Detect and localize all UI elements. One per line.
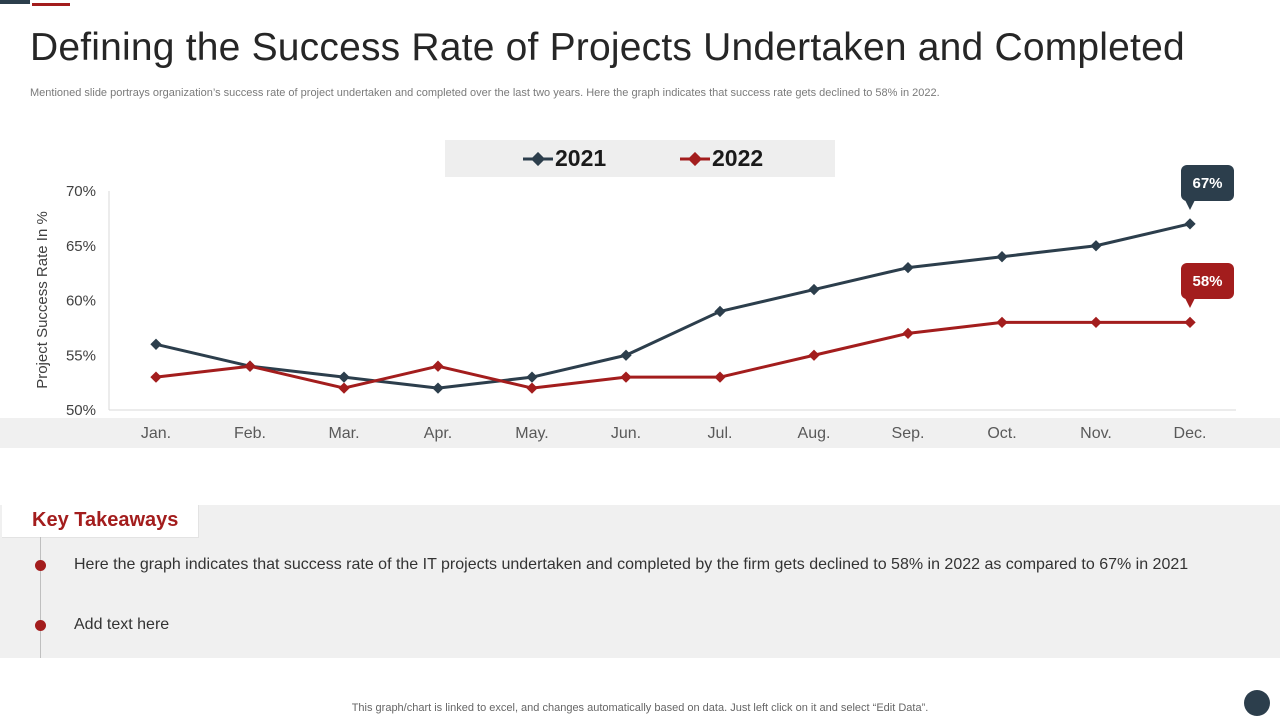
x-tick-label: Dec. <box>1174 425 1207 442</box>
x-tick-label: Jan. <box>141 425 171 442</box>
data-point-2022 <box>1184 316 1196 329</box>
chart-legend: 2021 2022 <box>445 140 835 177</box>
data-point-2021 <box>1184 218 1196 230</box>
data-point-2021 <box>620 349 632 361</box>
x-axis-band <box>0 418 1280 448</box>
legend-item-2022: 2022 <box>680 140 763 177</box>
legend-item-2021: 2021 <box>523 140 606 177</box>
page-subtitle: Mentioned slide portrays organization’s … <box>30 87 940 99</box>
data-point-2022 <box>1090 316 1102 329</box>
takeaways-timeline-line <box>40 537 41 658</box>
x-tick-label: Nov. <box>1080 425 1112 442</box>
data-point-2022 <box>150 371 162 383</box>
legend-marker-2022-icon <box>680 151 710 166</box>
x-tick-label: Mar. <box>328 425 359 442</box>
line-chart: 50% 55% 60% 65% 70% Project Success Rate In %… <box>34 183 1236 442</box>
x-tick-label: Apr. <box>424 425 452 442</box>
data-point-2022 <box>996 316 1008 329</box>
data-point-2022 <box>338 382 350 394</box>
data-point-2021 <box>808 283 820 296</box>
takeaways-title-box: Key Takeaways <box>2 505 199 538</box>
data-point-2022 <box>526 382 538 394</box>
corner-circle-icon <box>1244 690 1270 716</box>
x-tick-label: Sep. <box>892 425 925 442</box>
takeaway-bullet-icon <box>35 620 46 631</box>
data-point-2021 <box>432 382 444 394</box>
footer-note: This graph/chart is linked to excel, and… <box>351 702 929 714</box>
y-tick-label: 60% <box>66 293 96 310</box>
data-point-2021 <box>1090 240 1102 252</box>
data-point-2021 <box>526 371 538 383</box>
data-point-2022 <box>620 371 632 383</box>
takeaway-item-2: Add text here <box>74 616 170 633</box>
takeaways-title: Key Takeaways <box>32 509 179 531</box>
series-line-2021 <box>155 222 1191 390</box>
data-point-2021 <box>996 251 1008 263</box>
x-tick-label: Jul. <box>708 425 733 442</box>
data-point-2022 <box>432 360 444 372</box>
y-tick-label: 50% <box>66 402 96 419</box>
data-point-2022 <box>808 349 820 361</box>
top-accent-bar-dark <box>0 0 30 4</box>
y-tick-label: 55% <box>66 347 96 364</box>
x-tick-label: Aug. <box>798 425 831 442</box>
callout-2021-last-value: 67% <box>1181 165 1234 210</box>
x-tick-label: May. <box>515 425 548 442</box>
data-point-2022 <box>902 327 914 340</box>
top-accent-bar-red <box>32 3 70 6</box>
data-point-2022 <box>714 371 726 383</box>
y-tick-label: 65% <box>66 238 96 255</box>
y-tick-label: 70% <box>66 183 96 200</box>
data-point-2021 <box>338 371 350 383</box>
data-point-2021 <box>150 338 162 350</box>
takeaway-item-1: Here the graph indicates that success ra… <box>74 556 1189 573</box>
page-title: Defining the Success Rate of Projects Un… <box>30 26 1185 69</box>
x-tick-label: Jun. <box>611 425 641 442</box>
takeaway-bullet-icon <box>35 560 46 571</box>
x-tick-label: Oct. <box>987 425 1016 442</box>
data-point-2022 <box>244 360 256 372</box>
legend-label-2021: 2021 <box>555 145 607 171</box>
key-takeaways-panel: Key Takeaways Here the graph indicates t… <box>0 505 1280 658</box>
x-tick-label: Feb. <box>234 425 266 442</box>
callout-2022-last-value: 58% <box>1181 263 1234 308</box>
series-line-2022 <box>155 320 1190 390</box>
legend-marker-2021-icon <box>523 151 553 166</box>
data-point-2021 <box>714 305 726 318</box>
data-point-2021 <box>902 261 914 274</box>
y-axis-title: Project Success Rate In % <box>34 211 51 389</box>
legend-label-2022: 2022 <box>712 145 764 171</box>
